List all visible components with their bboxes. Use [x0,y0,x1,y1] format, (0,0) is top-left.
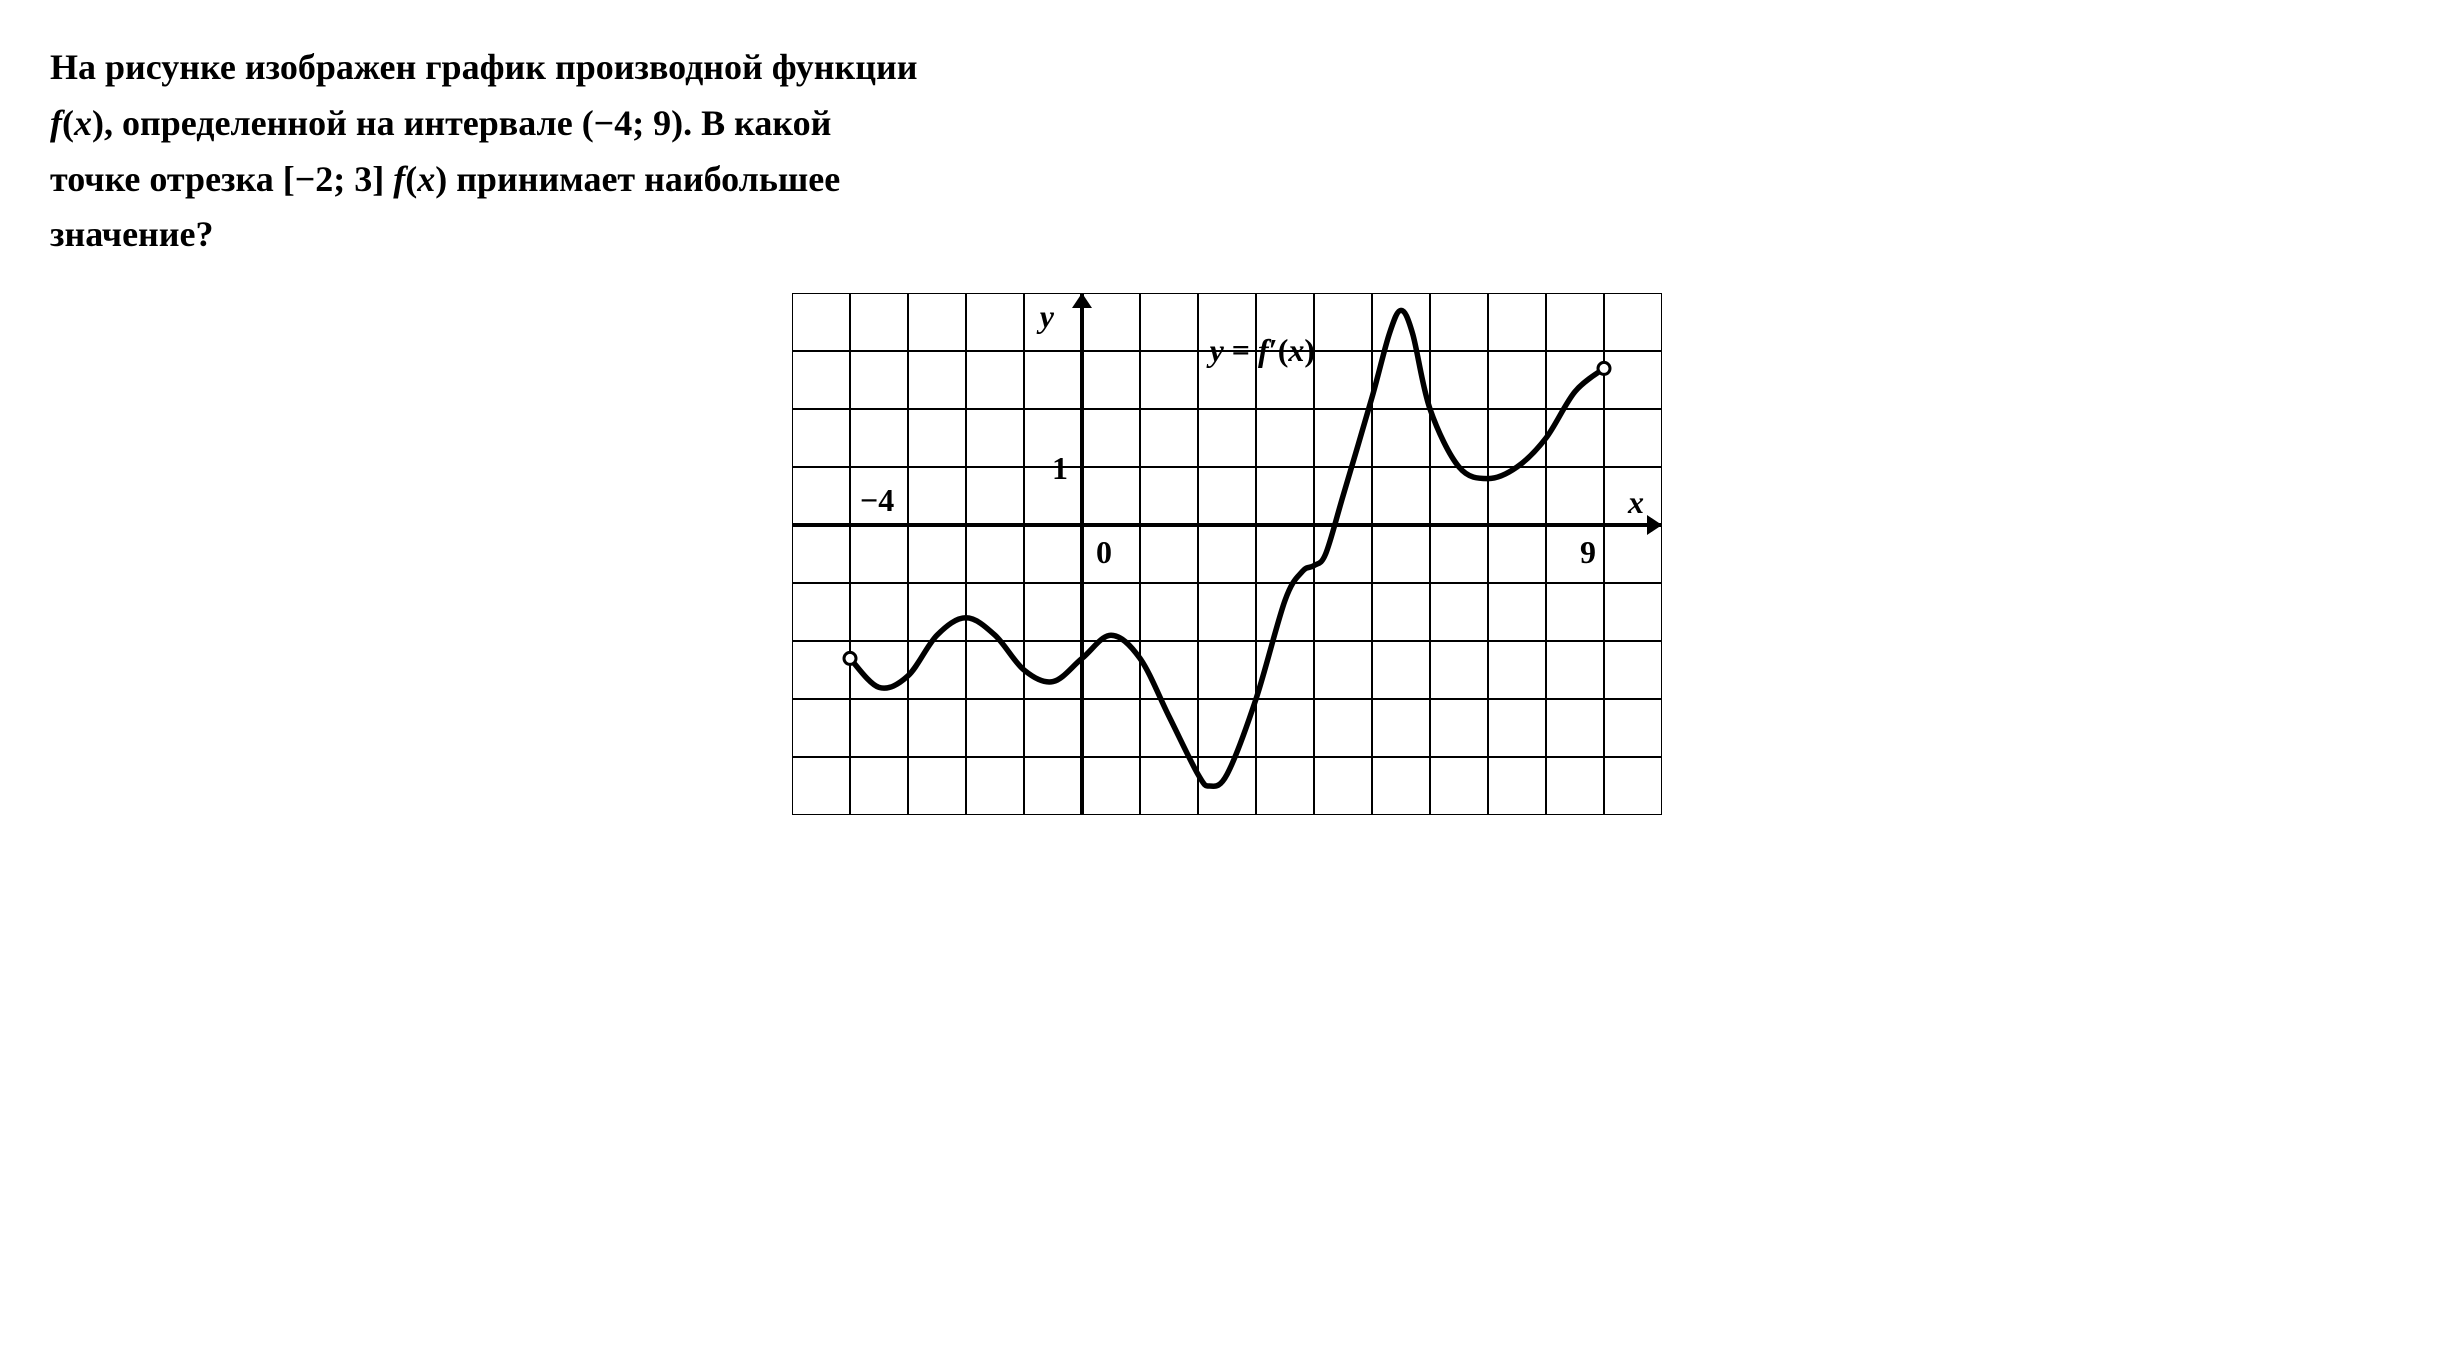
svg-text:1: 1 [1052,450,1068,486]
svg-text:−4: −4 [860,482,894,518]
text-line3b: ) принимает наибольшее [435,159,840,199]
fx2-x: x [417,159,435,199]
text-line4: значение? [50,214,214,254]
derivative-chart: yx01−49y = f′(x) [792,293,1662,815]
fx1-x: x [74,103,92,143]
svg-text:0: 0 [1096,534,1112,570]
text-line1: На рисунке изображен график производной … [50,47,918,87]
fx2-open: ( [405,159,417,199]
fx1-open: ( [62,103,74,143]
text-line3a: точке отрезка [−2; 3] [50,159,393,199]
svg-text:9: 9 [1580,534,1596,570]
problem-statement: На рисунке изображен график производной … [50,40,1450,263]
fx1-f: f [50,103,62,143]
fx2-f: f [393,159,405,199]
text-line2: ), определенной на интервале (−4; 9). В … [92,103,831,143]
chart-container: yx01−49y = f′(x) [50,293,2404,815]
svg-text:y = f′(x): y = f′(x) [1206,332,1315,368]
svg-text:x: x [1627,484,1644,520]
